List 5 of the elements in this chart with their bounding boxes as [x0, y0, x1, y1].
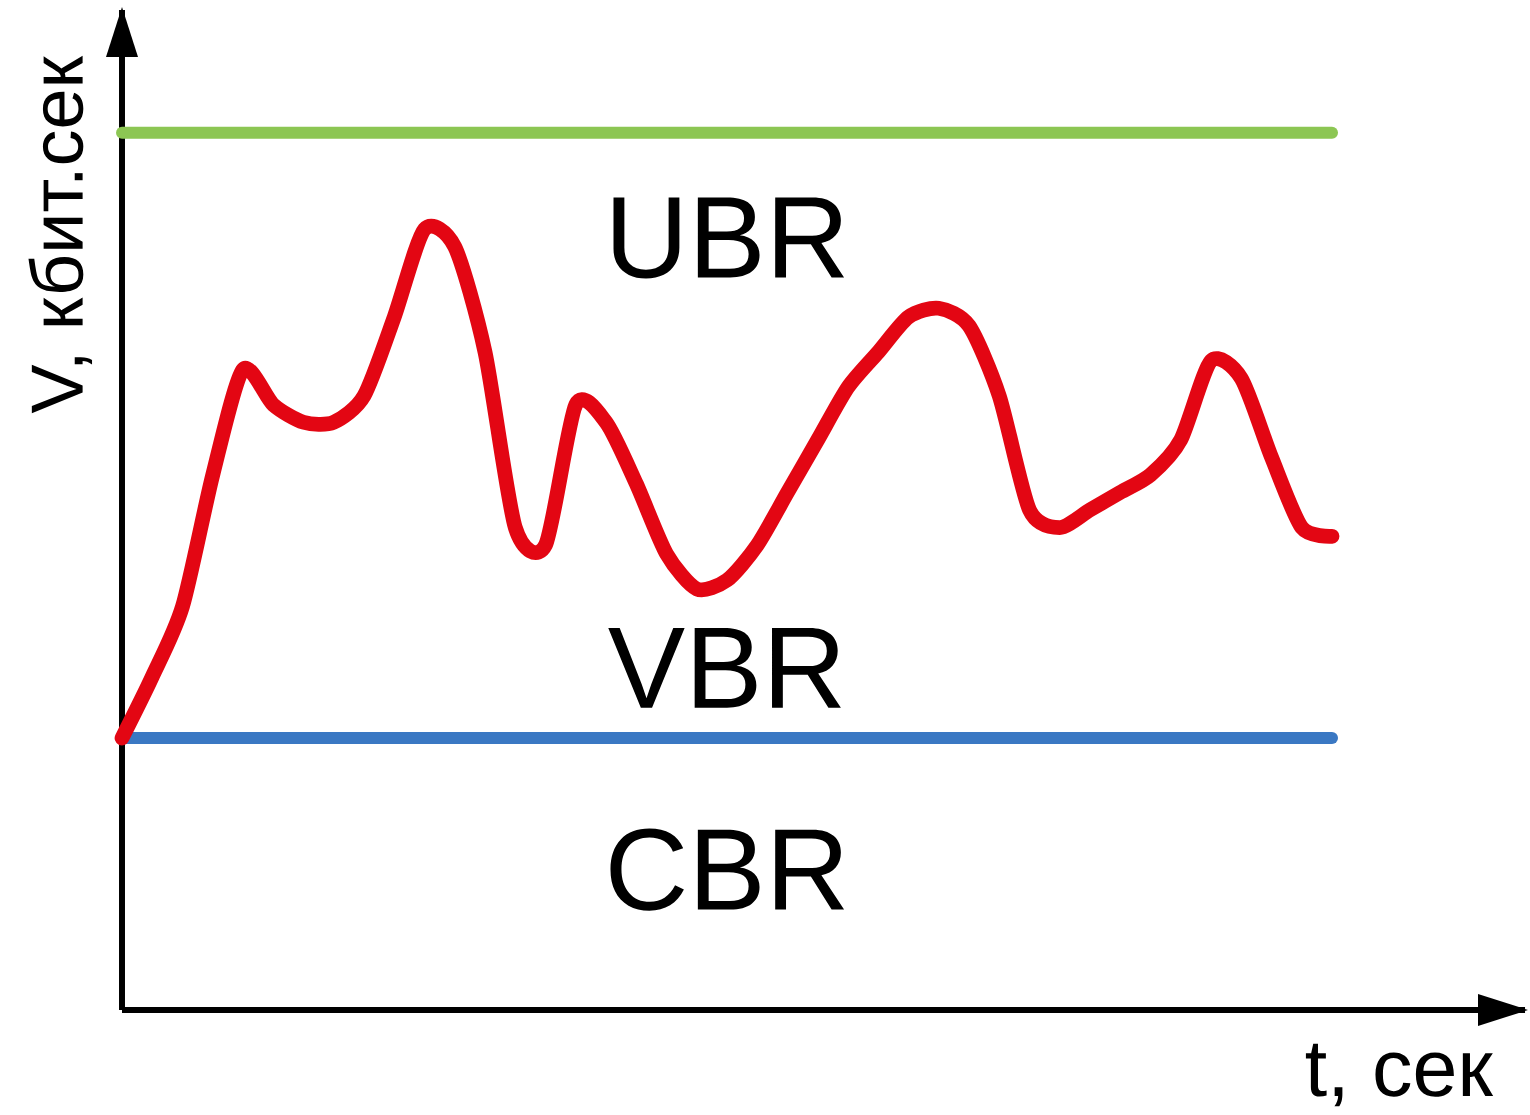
annotation: UBR [613, 197, 845, 279]
annotation: VBR [608, 627, 841, 708]
y-axis-title: V, кбит.сек [28, 55, 93, 414]
annotation: CBR [610, 828, 845, 911]
x-axis-title: t, сек [1305, 1043, 1494, 1107]
